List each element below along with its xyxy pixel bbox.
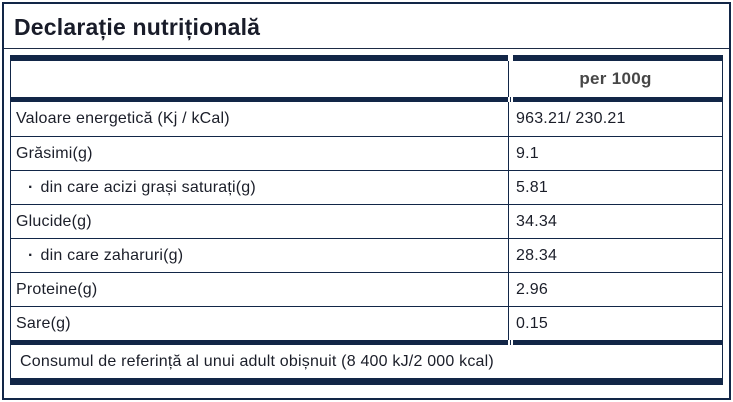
row-value: 963.21/ 230.21 [516,110,626,127]
nutrition-table: per 100g Valoare energetică (Kj / kCal) … [10,55,723,385]
row-value: 28.34 [516,246,558,264]
row-label: Proteine(g) [11,273,509,306]
header-per-100g: per 100g [579,69,652,88]
row-value: 9.1 [516,144,539,162]
table-top-border [11,55,722,61]
table-row: Proteine(g) 2.96 [11,272,722,306]
row-label: Glucide(g) [11,205,509,238]
row-value: 0.15 [516,314,548,332]
row-label-text: din care zaharuri(g) [40,246,184,264]
row-label: Grăsimi(g) [11,137,509,170]
bullet-icon: · [28,178,34,196]
row-label: · din care zaharuri(g) [11,239,509,272]
table-row: · din care acizi grași saturați(g) 5.81 [11,170,722,204]
row-value: 2.96 [516,280,548,298]
row-label: Valoare energetică (Kj / kCal) [11,102,509,136]
row-label: Sare(g) [11,307,509,340]
row-value: 34.34 [516,212,558,230]
row-label: · din care acizi grași saturați(g) [11,171,509,204]
table-header-row: per 100g [11,61,722,97]
title-block: Declarație nutrițională [4,4,729,49]
header-bottom-border [11,97,722,102]
bullet-icon: · [28,246,34,264]
row-label-text: din care acizi grași saturați(g) [40,178,256,196]
footer-top-border [11,340,722,345]
table-row: · din care zaharuri(g) 28.34 [11,238,722,272]
header-label-cell [11,61,509,97]
table-row: Glucide(g) 34.34 [11,204,722,238]
table-row: Grăsimi(g) 9.1 [11,136,722,170]
row-value: 5.81 [516,178,548,196]
table-footer-row: Consumul de referință al unui adult obiș… [20,352,494,370]
page-title: Declarație nutrițională [14,14,261,40]
table-row: Valoare energetică (Kj / kCal) 963.21/ 2… [11,102,722,136]
table-row: Sare(g) 0.15 [11,306,722,340]
table-bottom-border [11,378,722,385]
